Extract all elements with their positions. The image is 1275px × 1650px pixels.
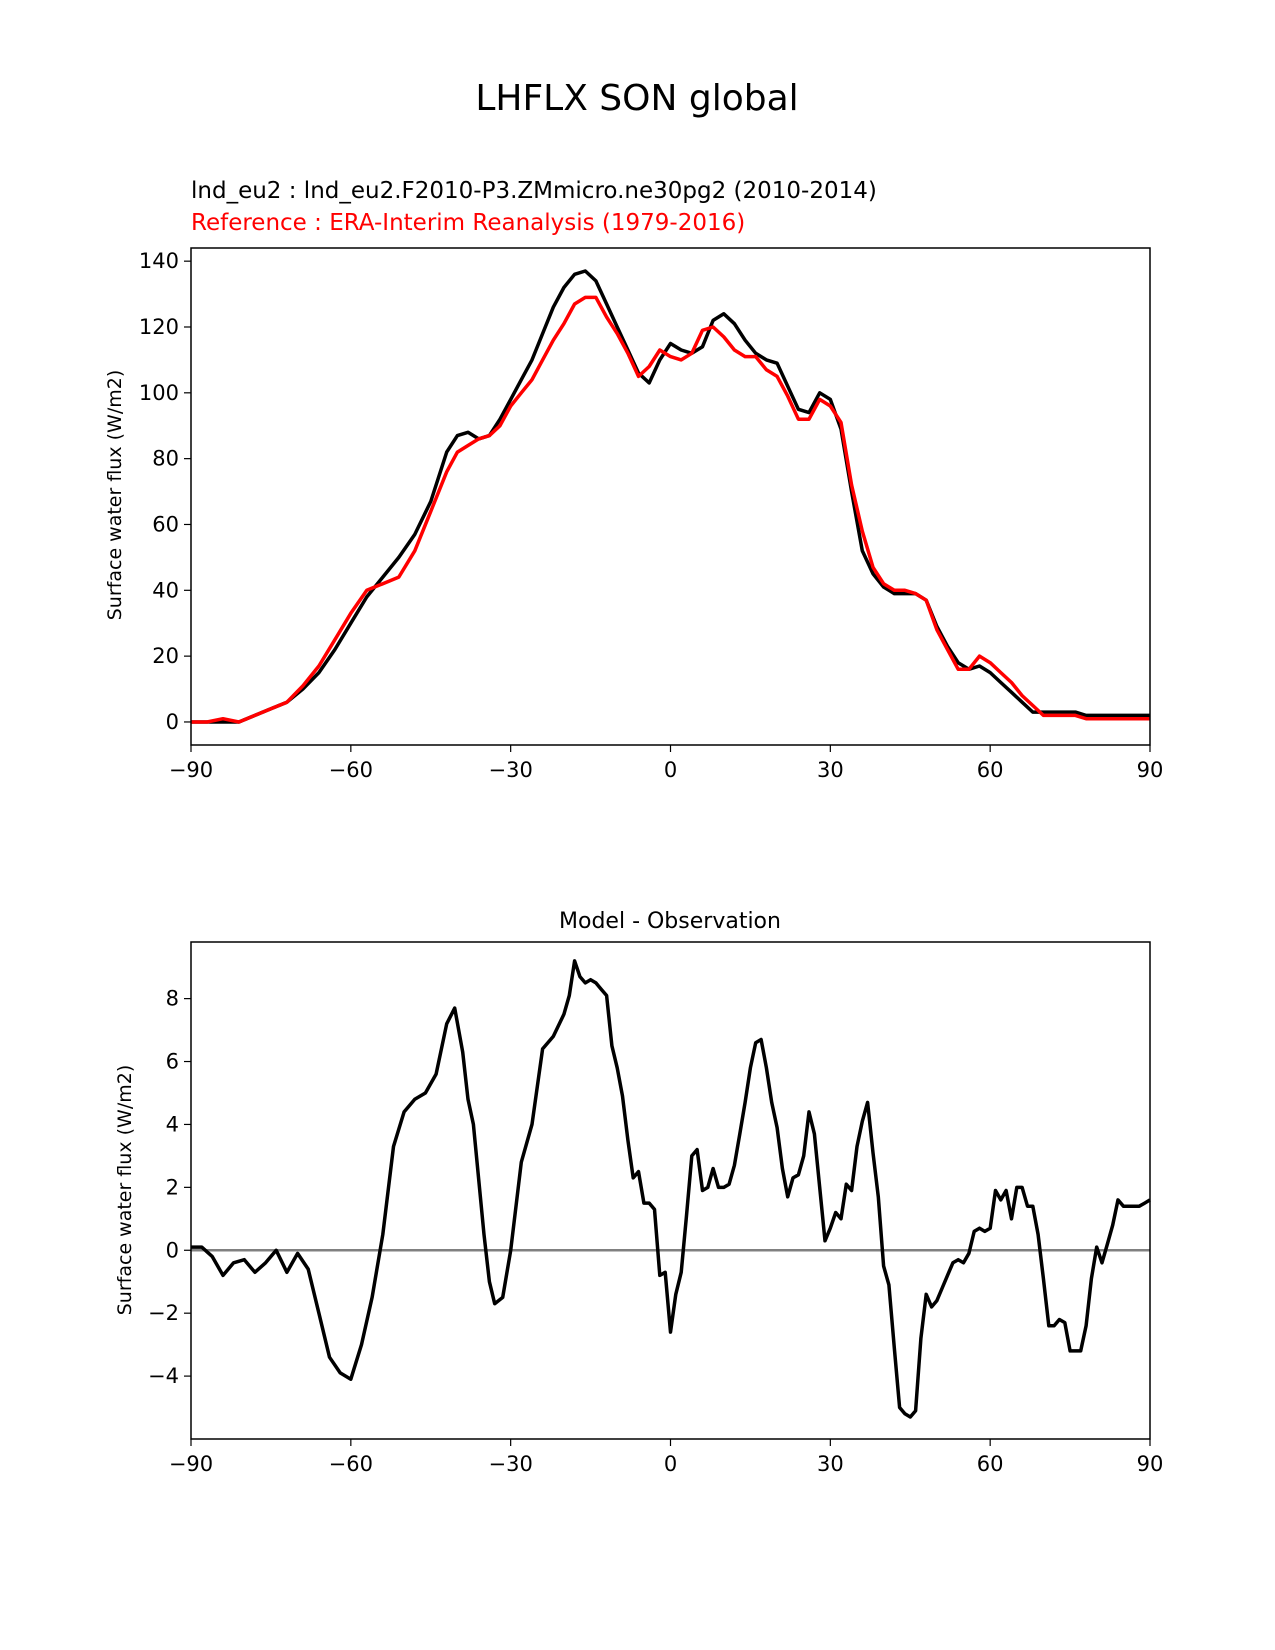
bottom-y-tick-label: 6 xyxy=(166,1050,179,1074)
top-x-tick-label: −60 xyxy=(329,758,373,782)
bottom-y-tick-label: 2 xyxy=(166,1175,179,1199)
top-y-tick-label: 0 xyxy=(166,710,179,734)
top-y-tick-label: 60 xyxy=(152,512,179,536)
top-y-tick-label: 140 xyxy=(139,249,179,273)
top-y-tick-label: 40 xyxy=(152,578,179,602)
top-x-tick-label: 60 xyxy=(977,758,1004,782)
top-chart: lnd_eu2 : lnd_eu2.F2010-P3.ZMmicro.ne30p… xyxy=(104,178,1163,782)
top-axes: −90 −60 −30 0 30 60 90 0 20 40 60 80 100 120 140 xyxy=(139,249,1163,782)
top-x-tick-label: 90 xyxy=(1137,758,1164,782)
bottom-y-tick-label: −2 xyxy=(148,1301,179,1325)
page-title: LHFLX SON global xyxy=(475,78,798,119)
test-case-label: lnd_eu2 : lnd_eu2.F2010-P3.ZMmicro.ne30p… xyxy=(191,178,877,204)
top-x-tick-label: 30 xyxy=(817,758,844,782)
top-y-tick-label: 80 xyxy=(152,447,179,471)
bottom-plot-frame xyxy=(190,941,1151,1440)
bottom-x-tick-label: 90 xyxy=(1137,1452,1164,1476)
bottom-x-tick-label: −30 xyxy=(489,1452,533,1476)
top-series xyxy=(191,269,1150,724)
bottom-y-axis-label: Surface water flux (W/m2) xyxy=(114,1065,136,1316)
bottom-y-tick-label: −4 xyxy=(148,1364,179,1388)
bottom-y-tick-label: 0 xyxy=(166,1238,179,1262)
bottom-y-tick-label: 8 xyxy=(166,987,179,1011)
top-x-tick-label: −30 xyxy=(489,758,533,782)
bottom-axes: −90 −60 −30 0 30 60 90 −4 −2 0 2 4 6 8 xyxy=(148,987,1163,1476)
bottom-chart: Model - Observation Surface water flux (… xyxy=(114,909,1163,1476)
top-series-reference xyxy=(191,295,1150,724)
top-y-axis-label: Surface water flux (W/m2) xyxy=(104,370,126,621)
bottom-x-tick-label: 30 xyxy=(817,1452,844,1476)
top-x-tick-label: −90 xyxy=(169,758,213,782)
top-series-test xyxy=(191,269,1150,724)
bottom-series xyxy=(191,959,1151,1419)
bottom-series-difference xyxy=(191,959,1151,1419)
bottom-x-tick-label: 60 xyxy=(977,1452,1004,1476)
top-y-tick-label: 20 xyxy=(152,644,179,668)
bottom-x-tick-label: −90 xyxy=(169,1452,213,1476)
bottom-y-tick-label: 4 xyxy=(166,1112,179,1136)
bottom-x-tick-label: 0 xyxy=(664,1452,677,1476)
top-y-tick-label: 120 xyxy=(139,315,179,339)
top-plot-frame xyxy=(190,247,1151,746)
reference-label: Reference : ERA-Interim Reanalysis (1979… xyxy=(191,210,745,236)
bottom-x-tick-label: −60 xyxy=(329,1452,373,1476)
top-y-tick-label: 100 xyxy=(139,381,179,405)
top-x-tick-label: 0 xyxy=(664,758,677,782)
bottom-chart-title: Model - Observation xyxy=(559,909,781,934)
